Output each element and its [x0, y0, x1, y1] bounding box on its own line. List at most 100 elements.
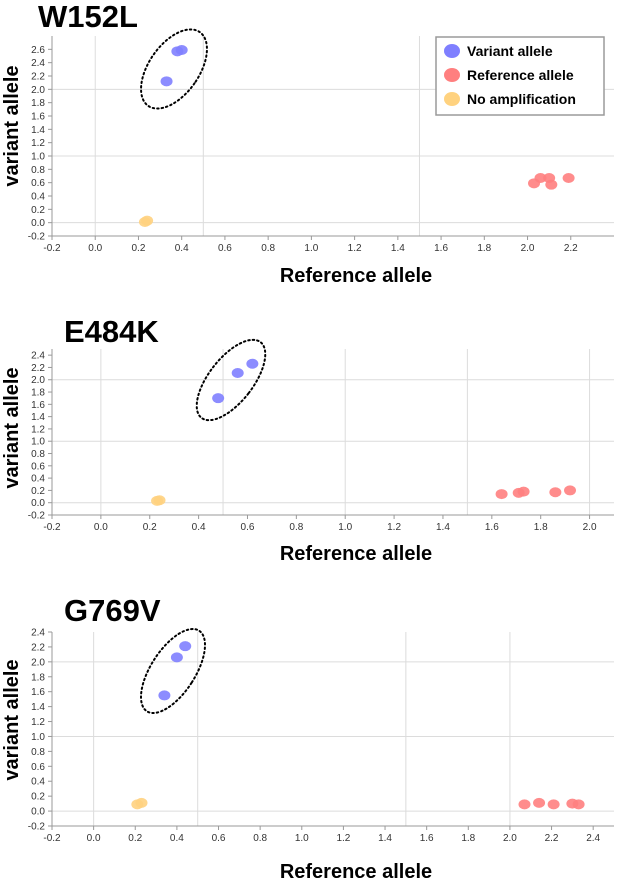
y-tick-label: 2.2 [31, 642, 45, 653]
y-tick-label: 1.4 [31, 412, 45, 423]
x-tick-label: 1.4 [391, 243, 405, 254]
y-tick-label: 2.4 [31, 58, 45, 69]
y-tick-label: 2.6 [31, 45, 45, 56]
points-w152l [138, 45, 575, 227]
x-tick-label: 0.2 [128, 833, 142, 844]
legend-box [435, 36, 605, 116]
y-tick-label: 0.2 [31, 792, 45, 803]
point-variant-allele [246, 358, 259, 369]
legend-swatch-variant [444, 44, 460, 58]
y-tick-label: 1.8 [31, 672, 45, 683]
axes-g769v [51, 632, 614, 827]
y-ticks-w152l: -0.2 0.0 0.2 0.4 0.6 0.8 1.0 1.2 1.4 1.6 1.8 2.0 2.2… [28, 45, 52, 243]
y-tick-label: 0.8 [31, 165, 45, 176]
y-tick-label: 1.2 [31, 717, 45, 728]
y-tick-label: 0.4 [31, 192, 45, 203]
y-axis-title-e484k: variant allele [1, 367, 23, 488]
point-variant-allele [170, 652, 183, 663]
x-tick-label: 0.0 [87, 833, 101, 844]
y-tick-label: 2.0 [31, 657, 45, 668]
y-tick-label: 0.0 [31, 218, 45, 229]
variant-cluster-outline-w152l [140, 28, 208, 110]
x-tick-label: 1.0 [304, 243, 318, 254]
y-tick-label: 2.0 [31, 375, 45, 386]
x-tick-label: 0.4 [175, 243, 189, 254]
y-tick-label: 2.4 [31, 351, 45, 362]
x-tick-label: 1.2 [348, 243, 362, 254]
panel-title-g769v: G769V [64, 593, 161, 628]
point-reference-allele [547, 799, 560, 810]
y-tick-label: 2.2 [31, 363, 45, 374]
x-tick-label: 2.0 [503, 833, 517, 844]
grid-g769v [52, 632, 614, 826]
y-tick-label: 0.6 [31, 461, 45, 472]
y-tick-label: 0.0 [31, 807, 45, 818]
point-reference-allele [564, 485, 577, 496]
x-tick-label: 0.6 [241, 522, 255, 533]
x-tick-label: 2.0 [583, 522, 597, 533]
y-tick-label: 2.0 [31, 85, 45, 96]
y-axis-title-g769v: variant allele [1, 659, 23, 780]
x-tick-label: 0.6 [218, 243, 232, 254]
y-tick-label: 1.0 [31, 152, 45, 163]
x-axis-title-e484k: Reference allele [280, 543, 432, 565]
x-tick-label: 1.2 [336, 833, 350, 844]
y-tick-label: 1.4 [31, 125, 45, 136]
y-ticks-g769v: -0.2 0.0 0.2 0.4 0.6 0.8 1.0 1.2 1.4 1.6 1.8 2.0 2.2… [28, 628, 52, 833]
y-tick-label: 0.6 [31, 762, 45, 773]
y-tick-label: 1.6 [31, 687, 45, 698]
x-tick-label: 0.8 [289, 522, 303, 533]
point-variant-allele [175, 45, 188, 55]
x-tick-label: 0.0 [88, 243, 102, 254]
point-reference-allele [549, 487, 562, 498]
x-tick-label: 1.6 [434, 243, 448, 254]
point-reference-allele [495, 489, 508, 500]
y-tick-label: 1.6 [31, 112, 45, 123]
x-tick-label: -0.2 [43, 243, 61, 254]
point-reference-allele [562, 173, 575, 183]
panel-e484k: E484K -0.2 0.0 0.2 0.4 0.6 0.8 1.0 1.2 1.4 1.6 1.8… [1, 314, 614, 565]
x-tick-label: 1.8 [477, 243, 491, 254]
x-tick-label: 1.0 [295, 833, 309, 844]
legend-label-variant: Variant allele [467, 43, 553, 59]
y-tick-label: 0.4 [31, 474, 45, 485]
axes-e484k [51, 349, 614, 516]
legend-label-reference: Reference allele [467, 67, 574, 83]
variant-cluster-outline-e484k [195, 338, 267, 422]
y-tick-label: 1.8 [31, 388, 45, 399]
x-tick-label: 0.2 [143, 522, 157, 533]
y-ticks-e484k: -0.2 0.00.20.4 0.60.81.0 1.21.41.61.8 2.02.2… [28, 351, 52, 522]
x-tick-label: 1.6 [485, 522, 499, 533]
x-tick-label: 0.2 [132, 243, 146, 254]
y-tick-label: -0.2 [28, 822, 46, 833]
legend-swatch-no-amplification [444, 92, 460, 106]
x-tick-label: 1.0 [338, 522, 352, 533]
y-tick-label: 2.4 [31, 628, 45, 639]
x-tick-label: -0.2 [43, 522, 61, 533]
y-tick-label: 0.6 [31, 178, 45, 189]
x-tick-label: 2.4 [586, 833, 600, 844]
point-variant-allele [160, 76, 173, 87]
point-reference-allele [534, 173, 547, 183]
y-tick-label: 0.0 [31, 498, 45, 509]
x-tick-label: 0.4 [192, 522, 206, 533]
x-tick-label: 0.6 [212, 833, 226, 844]
x-tick-label: 0.8 [261, 243, 275, 254]
y-tick-label: -0.2 [28, 232, 46, 243]
x-tick-label: 0.0 [94, 522, 108, 533]
x-tick-label: 1.8 [534, 522, 548, 533]
axes-w152l [51, 36, 614, 237]
legend-swatch-reference [444, 68, 460, 82]
x-tick-label: 1.2 [387, 522, 401, 533]
point-reference-allele [518, 799, 531, 810]
x-tick-label: 0.8 [253, 833, 267, 844]
point-variant-allele [231, 367, 244, 378]
point-reference-allele [572, 799, 585, 810]
y-tick-label: 1.8 [31, 98, 45, 109]
points-e484k [151, 358, 577, 506]
legend-label-no-amplification: No amplification [467, 91, 576, 107]
x-tick-label: 1.4 [436, 522, 450, 533]
point-variant-allele [179, 641, 192, 652]
point-variant-allele [212, 393, 225, 404]
